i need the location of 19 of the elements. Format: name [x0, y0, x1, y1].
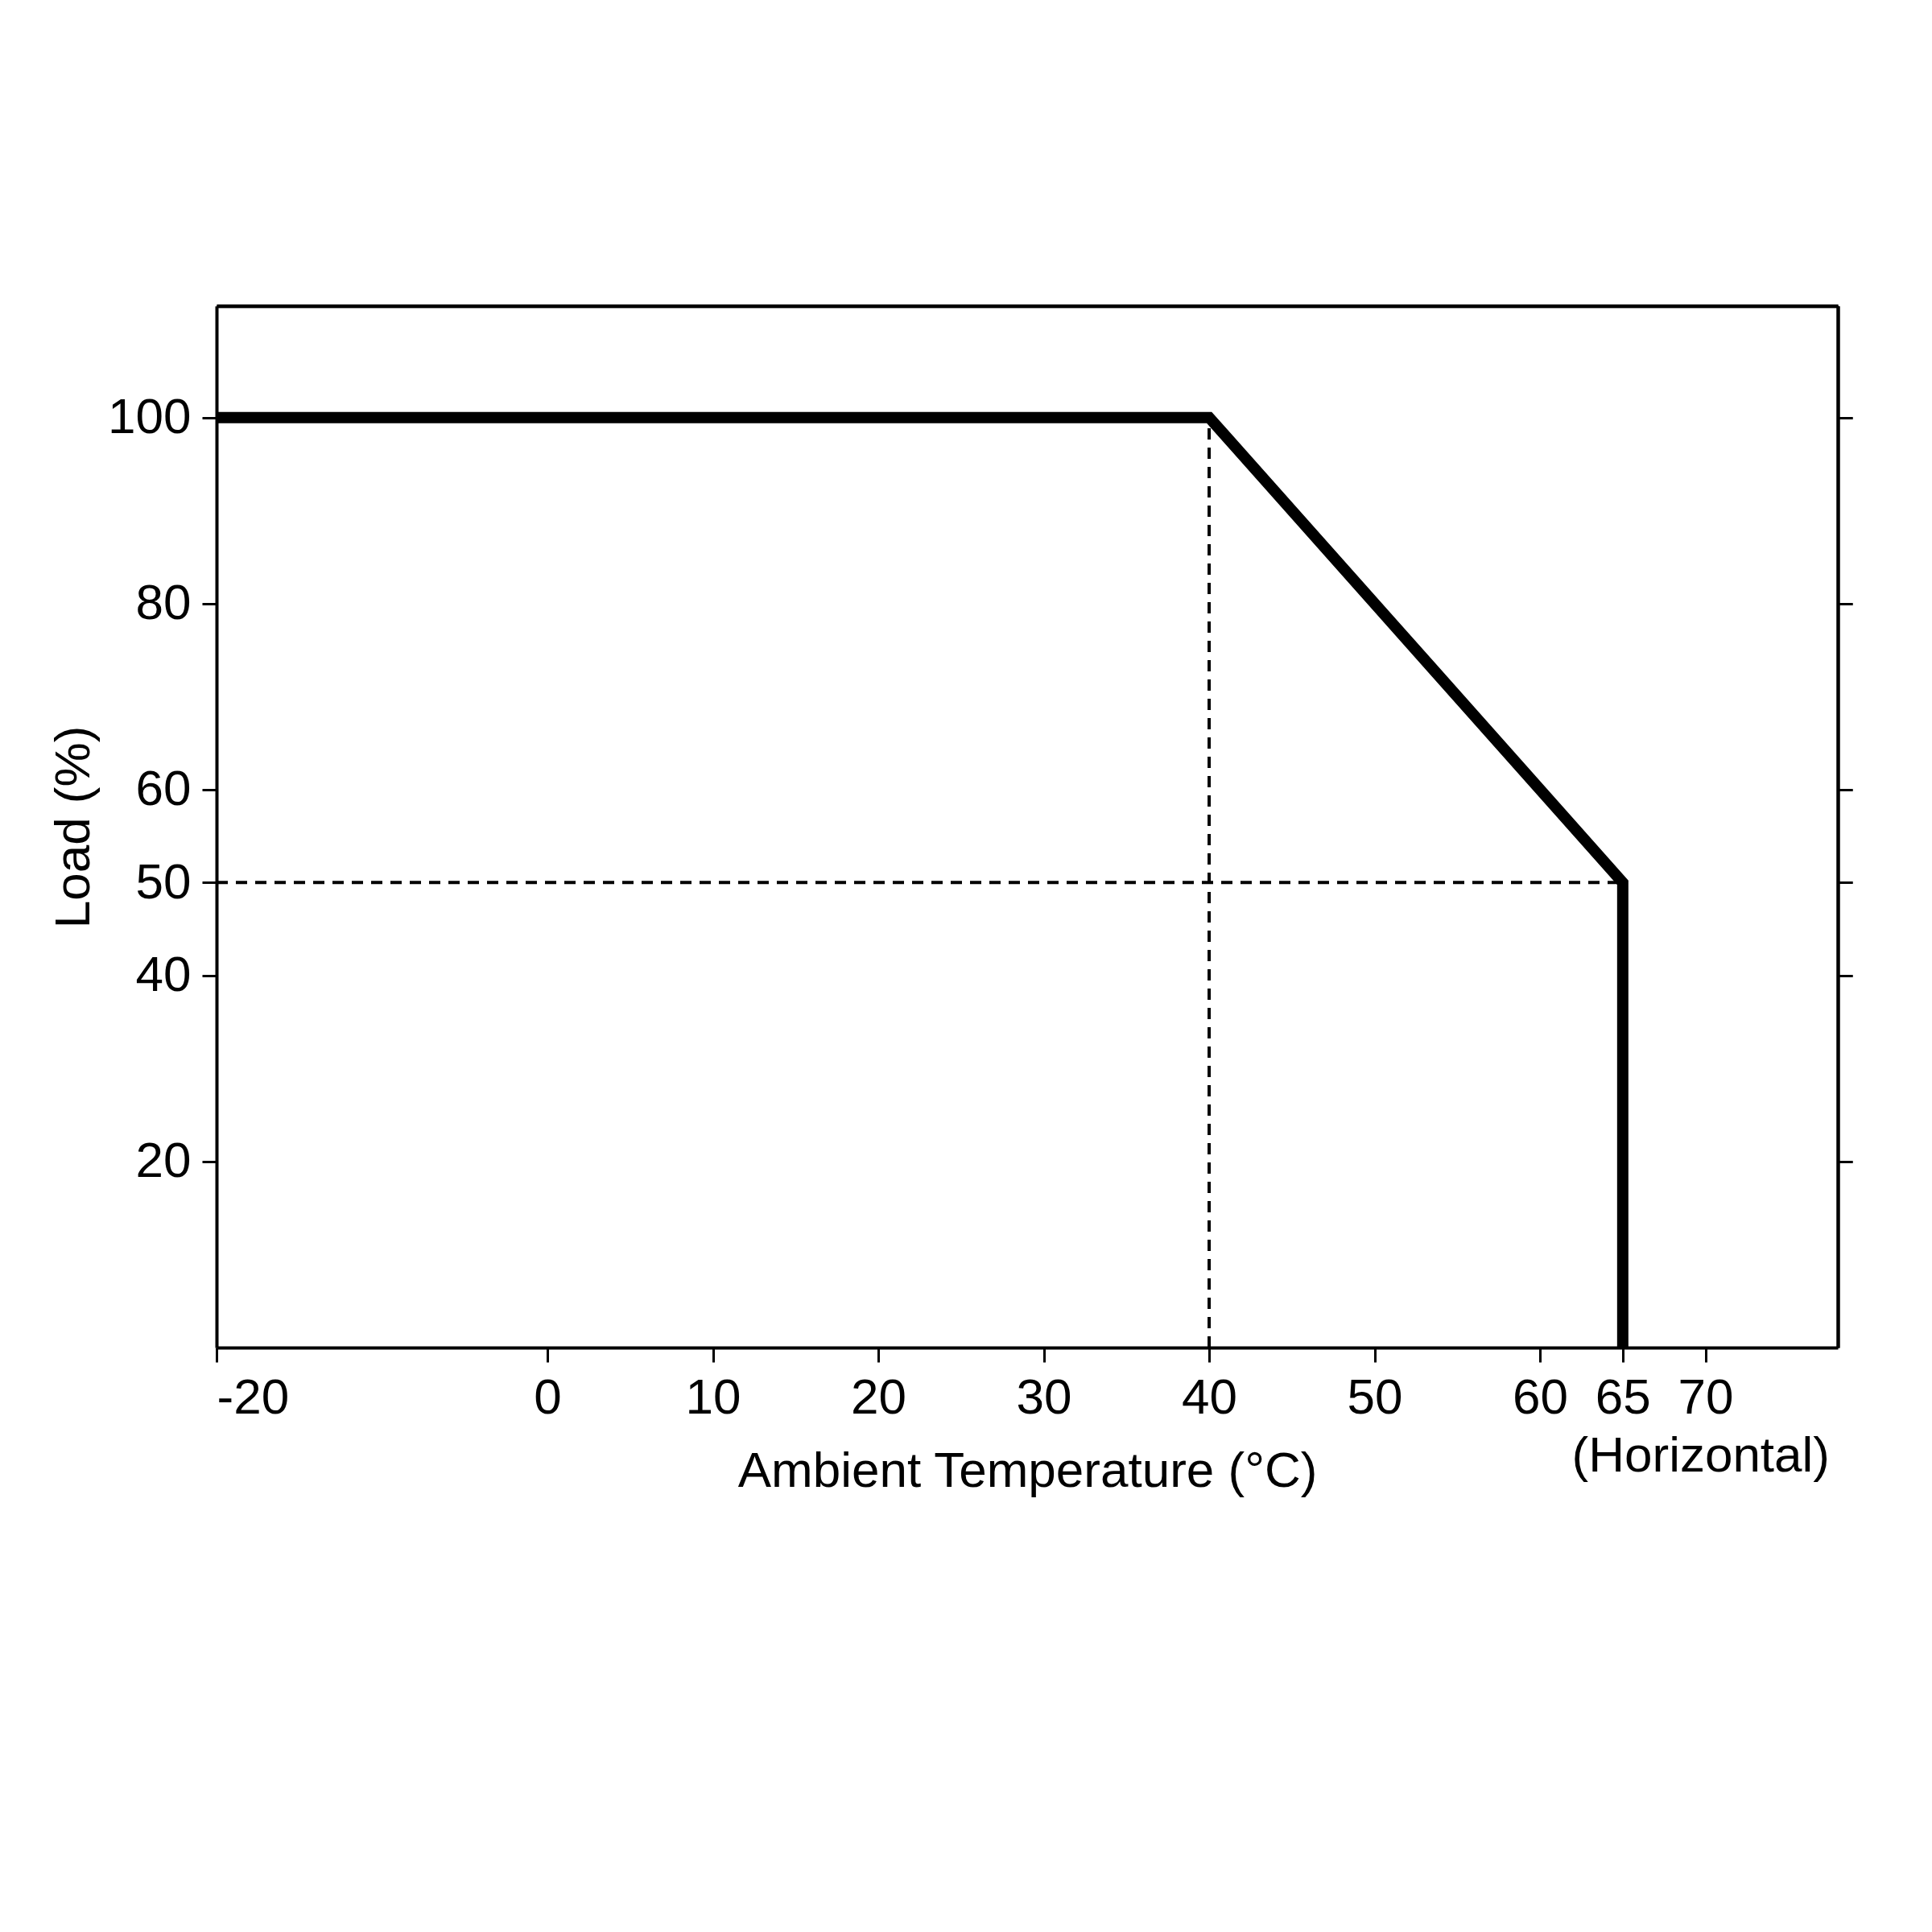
- x-tick-label: 70: [1678, 1368, 1734, 1424]
- text: (Horizontal): [1571, 1426, 1830, 1482]
- x-tick-label: 20: [851, 1368, 907, 1424]
- x-tick-label: 30: [1016, 1368, 1072, 1424]
- x-axis-title: Ambient Temperature (°C): [737, 1441, 1318, 1497]
- y-axis-title: Load (%): [44, 725, 101, 929]
- y-tick-label: 80: [135, 574, 192, 630]
- x-tick-label: 0: [534, 1368, 562, 1424]
- x-tick-label: 50: [1347, 1368, 1403, 1424]
- x-tick-label: 60: [1513, 1368, 1569, 1424]
- x-tick-label: -20: [217, 1368, 290, 1424]
- x-tick-label: 10: [685, 1368, 741, 1424]
- x-tick-label: 40: [1182, 1368, 1238, 1424]
- y-tick-label: 50: [135, 852, 192, 909]
- x-tick-label: 65: [1595, 1368, 1651, 1424]
- y-tick-label: 20: [135, 1132, 192, 1188]
- y-tick-label: 60: [135, 760, 192, 816]
- y-tick-label: 40: [135, 946, 192, 1002]
- y-tick-label: 100: [108, 388, 192, 444]
